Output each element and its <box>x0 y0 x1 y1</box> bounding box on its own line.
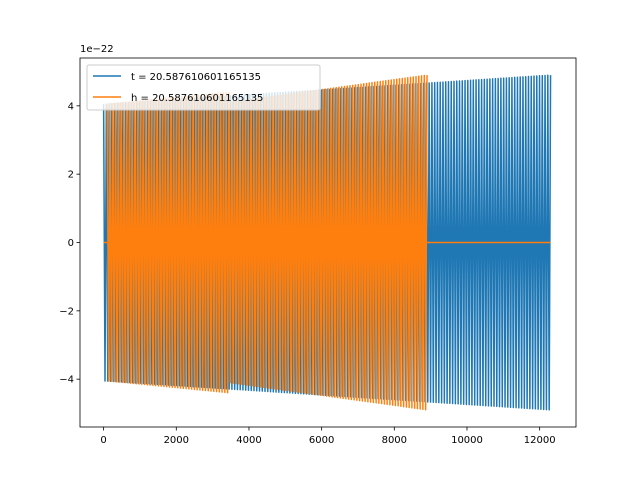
legend: t = 20.587610601165135 h = 20.5876106011… <box>86 64 321 111</box>
x-tick-label: 4000 <box>236 435 261 446</box>
x-tick-label: 12000 <box>524 435 556 446</box>
y-offset-text: 1e−22 <box>80 44 114 55</box>
legend-label-t: t = 20.587610601165135 <box>131 72 261 83</box>
plot-area <box>79 57 577 428</box>
y-tick-label: 4 <box>68 101 74 112</box>
legend-box <box>86 64 321 111</box>
y-tick-label: 2 <box>68 170 74 181</box>
y-axis: −4 −2 0 2 4 <box>59 101 80 386</box>
y-tick-label: −4 <box>59 375 74 386</box>
x-axis: 0 2000 4000 6000 8000 10000 12000 <box>100 427 556 446</box>
x-tick-label: 2000 <box>164 435 189 446</box>
y-tick-label: −2 <box>59 306 74 317</box>
x-tick-label: 6000 <box>309 435 334 446</box>
series-layer <box>102 74 552 411</box>
x-tick-label: 10000 <box>451 435 483 446</box>
x-tick-label: 0 <box>100 435 106 446</box>
legend-label-h: h = 20.587610601165135 <box>131 93 263 104</box>
x-tick-label: 8000 <box>382 435 407 446</box>
y-tick-label: 0 <box>68 238 74 249</box>
